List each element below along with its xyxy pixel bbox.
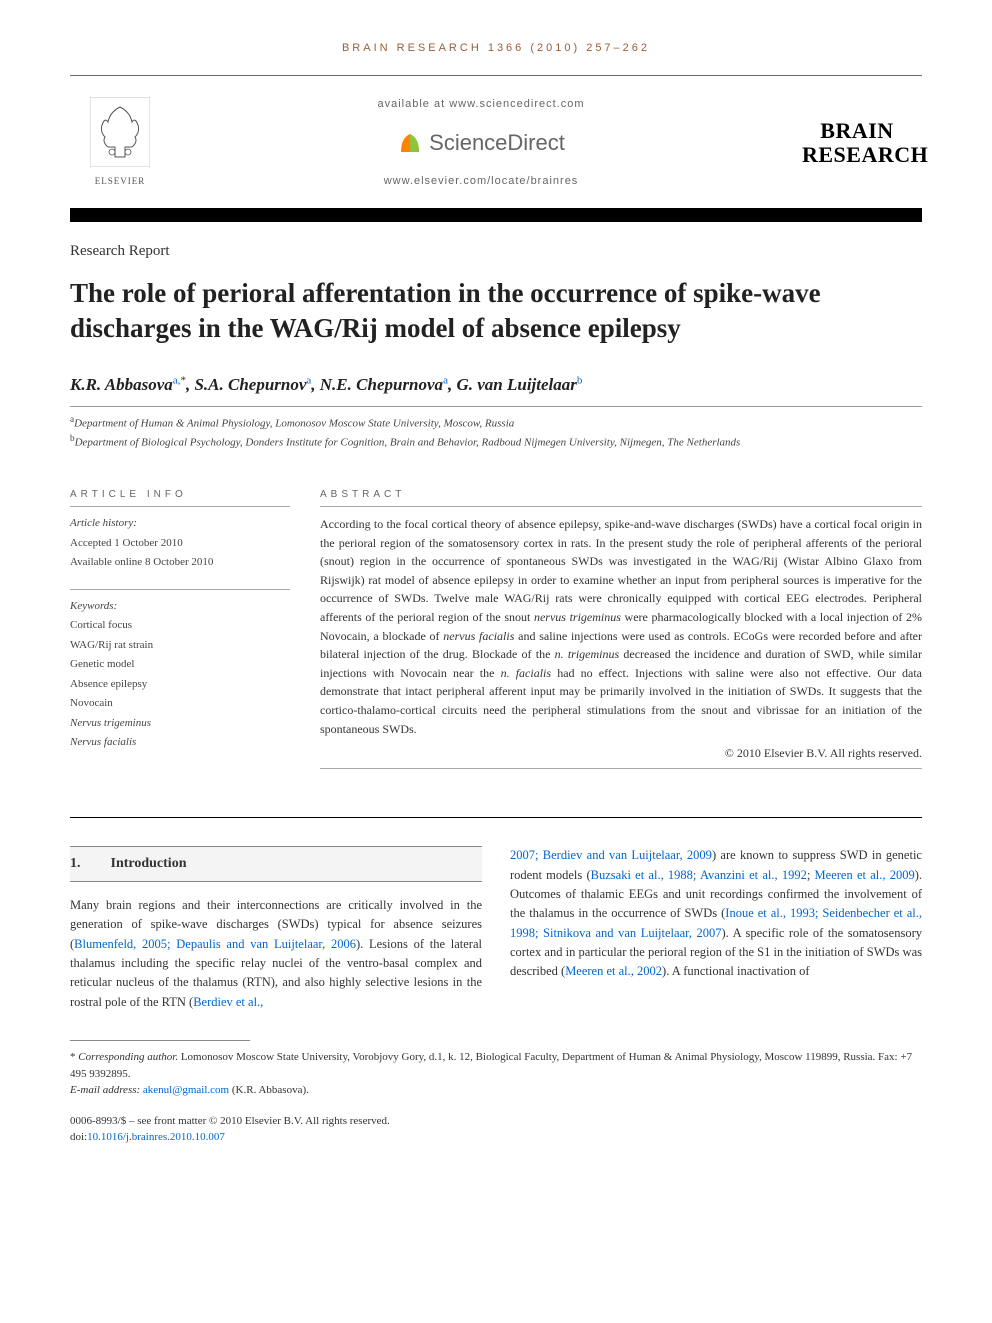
history-label: Article history: (70, 515, 290, 532)
available-at: available at www.sciencedirect.com (160, 96, 802, 113)
elsevier-logo: ELSEVIER (80, 97, 160, 189)
bottom-block: 0006-8993/$ – see front matter © 2010 El… (70, 1113, 922, 1146)
section-num: 1. (70, 853, 81, 875)
elsevier-tree-icon (90, 97, 150, 167)
info-head: ARTICLE INFO (70, 487, 290, 502)
black-bar (70, 208, 922, 222)
abstract: ABSTRACT According to the focal cortical… (320, 487, 922, 777)
top-rule (70, 75, 922, 76)
sciencedirect-text: ScienceDirect (429, 126, 565, 159)
header-center: available at www.sciencedirect.com Scien… (160, 96, 802, 190)
email-line: E-mail address: akenul@gmail.com (K.R. A… (70, 1082, 922, 1099)
journal-logo: BRAIN RESEARCH (802, 119, 912, 165)
journal-line1: BRAIN (802, 119, 912, 142)
section-1-head: 1. Introduction (70, 846, 482, 882)
authors: K.R. Abbasovaa,*, S.A. Chepurnova, N.E. … (70, 372, 922, 398)
keyword: Nervus facialis (70, 734, 290, 751)
email-link[interactable]: akenul@gmail.com (143, 1084, 229, 1096)
running-head: BRAIN RESEARCH 1366 (2010) 257–262 (70, 40, 922, 57)
sciencedirect-icon (397, 130, 423, 156)
journal-line2: RESEARCH (802, 143, 912, 166)
keyword: WAG/Rij rat strain (70, 637, 290, 654)
locate-url[interactable]: www.elsevier.com/locate/brainres (160, 173, 802, 190)
elsevier-text: ELSEVIER (80, 175, 160, 189)
copyright: © 2010 Elsevier B.V. All rights reserved… (320, 744, 922, 762)
header-band: ELSEVIER available at www.sciencedirect.… (70, 96, 922, 208)
doi-link[interactable]: 10.1016/j.brainres.2010.10.007 (87, 1131, 225, 1143)
abstract-head: ABSTRACT (320, 487, 922, 502)
body-text: 1. Introduction Many brain regions and t… (70, 846, 922, 1012)
article-title: The role of perioral afferentation in th… (70, 276, 922, 346)
sciencedirect-logo[interactable]: ScienceDirect (397, 126, 565, 159)
footnote-rule (70, 1040, 250, 1041)
online-date: Available online 8 October 2010 (70, 554, 290, 571)
accepted-date: Accepted 1 October 2010 (70, 535, 290, 552)
keywords-label: Keywords: (70, 598, 290, 615)
body-para-1: Many brain regions and their interconnec… (70, 896, 482, 1012)
body-para-2: 2007; Berdiev and van Luijtelaar, 2009) … (510, 846, 922, 982)
affiliation-a: aDepartment of Human & Animal Physiology… (70, 413, 922, 432)
affiliation-b: bDepartment of Biological Psychology, Do… (70, 432, 922, 451)
keyword: Nervus trigeminus (70, 715, 290, 732)
section-divider (70, 817, 922, 818)
keyword: Cortical focus (70, 617, 290, 634)
author-rule (70, 406, 922, 407)
issn-line: 0006-8993/$ – see front matter © 2010 El… (70, 1113, 922, 1130)
article-type: Research Report (70, 240, 922, 263)
keyword: Absence epilepsy (70, 676, 290, 693)
article-info: ARTICLE INFO Article history: Accepted 1… (70, 487, 290, 777)
abstract-text: According to the focal cortical theory o… (320, 515, 922, 738)
keyword: Genetic model (70, 656, 290, 673)
section-title: Introduction (111, 853, 187, 875)
keyword: Novocain (70, 695, 290, 712)
corresponding-author: * Corresponding author. Lomonosov Moscow… (70, 1049, 922, 1082)
doi-line: doi:10.1016/j.brainres.2010.10.007 (70, 1129, 922, 1146)
